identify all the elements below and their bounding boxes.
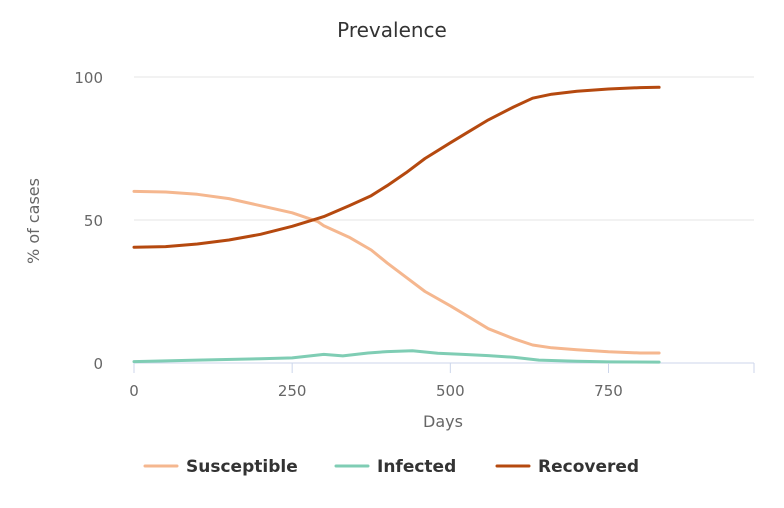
series-line-susceptible[interactable] — [132, 189, 661, 355]
series-line-infected[interactable] — [132, 349, 661, 364]
x-tick-label: 500 — [436, 382, 465, 400]
legend: Susceptible Infected Recovered — [143, 457, 639, 477]
y-tick-label: 100 — [74, 69, 103, 87]
legend-label: Recovered — [538, 457, 639, 477]
y-axis-ticks: 0 50 100 — [74, 69, 103, 373]
legend-item-susceptible[interactable]: Susceptible — [143, 457, 298, 477]
x-tick-label: 250 — [278, 382, 307, 400]
x-axis-title: Days — [423, 412, 463, 431]
x-tick-label: 750 — [594, 382, 623, 400]
series-lines — [132, 85, 661, 364]
x-tick-label: 0 — [129, 382, 139, 400]
x-axis-ticks: 0 250 500 750 — [129, 363, 755, 400]
y-tick-label: 0 — [93, 355, 103, 373]
legend-item-recovered[interactable]: Recovered — [495, 457, 639, 477]
legend-label: Infected — [377, 457, 456, 477]
y-tick-label: 50 — [84, 212, 103, 230]
gridlines — [134, 76, 754, 364]
chart-title: Prevalence — [337, 18, 447, 42]
y-axis-title: % of cases — [24, 178, 43, 264]
series-line-recovered[interactable] — [132, 85, 661, 249]
legend-label: Susceptible — [186, 457, 298, 477]
legend-item-infected[interactable]: Infected — [334, 457, 456, 477]
